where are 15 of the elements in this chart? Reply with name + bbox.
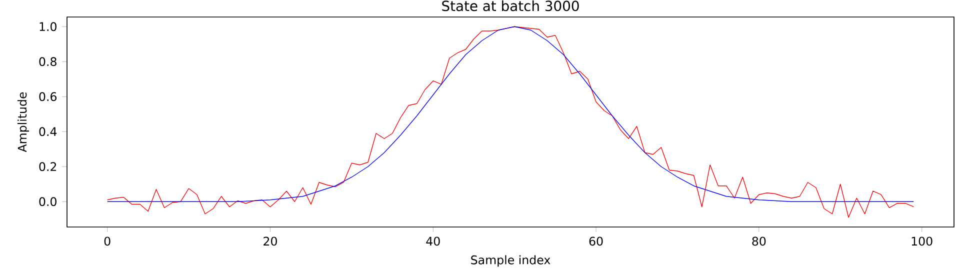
y-tick-label: 0.2 <box>39 162 56 172</box>
x-tick-label: 40 <box>426 236 440 246</box>
x-axis-title: Sample index <box>471 255 550 267</box>
x-tick-label: 0 <box>104 236 110 246</box>
y-tick-label: 0.4 <box>39 127 57 136</box>
y-tick-label: 0.6 <box>39 92 57 102</box>
chart-title: State at batch 3000 <box>442 0 579 12</box>
x-tick-label: 80 <box>752 236 766 246</box>
x-tick-label: 100 <box>912 236 932 246</box>
y-axis-title: Amplitude <box>18 92 29 152</box>
x-tick-label: 60 <box>589 236 603 246</box>
y-tick-label: 1.0 <box>40 22 56 32</box>
y-tick-label: 0.0 <box>39 197 56 206</box>
y-tick-label: 0.8 <box>39 57 56 66</box>
x-tick-label: 20 <box>264 236 277 246</box>
